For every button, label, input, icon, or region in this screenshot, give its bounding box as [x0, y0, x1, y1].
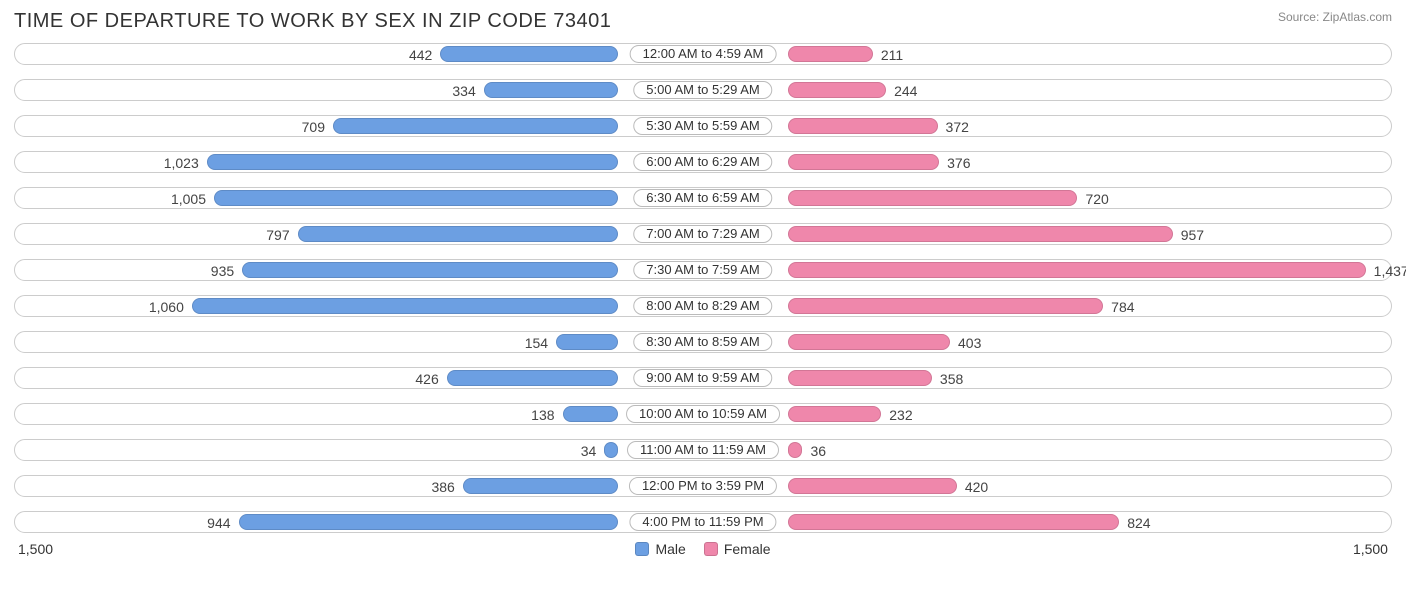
- value-male: 1,060: [149, 296, 184, 318]
- value-male: 154: [525, 332, 548, 354]
- value-male: 34: [581, 440, 597, 462]
- time-range-label: 8:00 AM to 8:29 AM: [633, 297, 772, 315]
- value-male: 334: [452, 80, 475, 102]
- bar-female: [788, 118, 938, 134]
- value-male: 1,023: [164, 152, 199, 174]
- value-male: 709: [302, 116, 325, 138]
- time-range-label: 11:00 AM to 11:59 AM: [627, 441, 779, 459]
- legend-item-female: Female: [704, 541, 771, 557]
- time-range-label: 12:00 PM to 3:59 PM: [629, 477, 777, 495]
- bar-female: [788, 190, 1077, 206]
- value-female: 784: [1111, 296, 1134, 318]
- time-range-label: 12:00 AM to 4:59 AM: [630, 45, 777, 63]
- chart-row: 9351,4377:30 AM to 7:59 AM: [14, 259, 1392, 281]
- legend-item-male: Male: [635, 541, 685, 557]
- value-male: 1,005: [171, 188, 206, 210]
- bar-male: [207, 154, 618, 170]
- bar-male: [192, 298, 618, 314]
- legend: Male Female: [635, 541, 770, 557]
- bar-female: [788, 46, 873, 62]
- bar-male: [298, 226, 618, 242]
- value-female: 244: [894, 80, 917, 102]
- bar-male: [214, 190, 618, 206]
- chart-row: 709 372 5:30 AM to 5:59 AM: [14, 115, 1392, 137]
- chart-row: 1,023 376 6:00 AM to 6:29 AM: [14, 151, 1392, 173]
- bar-male: [447, 370, 618, 386]
- chart-row: 1,005 720 6:30 AM to 6:59 AM: [14, 187, 1392, 209]
- value-male: 138: [531, 404, 554, 426]
- value-female: 824: [1127, 512, 1150, 534]
- bar-male: [484, 82, 618, 98]
- chart-row: 1,060 784 8:00 AM to 8:29 AM: [14, 295, 1392, 317]
- time-range-label: 9:00 AM to 9:59 AM: [633, 369, 772, 387]
- time-range-label: 7:00 AM to 7:29 AM: [633, 225, 772, 243]
- chart-row: 138 232 10:00 AM to 10:59 AM: [14, 403, 1392, 425]
- chart-title: TIME OF DEPARTURE TO WORK BY SEX IN ZIP …: [14, 10, 611, 33]
- value-male: 442: [409, 44, 432, 66]
- chart-source: Source: ZipAtlas.com: [1278, 10, 1392, 24]
- bar-female: [788, 478, 957, 494]
- value-male: 797: [266, 224, 289, 246]
- time-range-label: 5:30 AM to 5:59 AM: [633, 117, 772, 135]
- time-range-label: 10:00 AM to 10:59 AM: [626, 405, 780, 423]
- legend-label-male: Male: [655, 541, 685, 557]
- bar-female: [788, 514, 1119, 530]
- bar-female: [788, 262, 1366, 278]
- bar-female: [788, 82, 886, 98]
- time-range-label: 4:00 PM to 11:59 PM: [629, 513, 776, 531]
- value-female: 376: [947, 152, 970, 174]
- chart-row: 386 420 12:00 PM to 3:59 PM: [14, 475, 1392, 497]
- value-male: 935: [211, 260, 234, 282]
- bar-male: [604, 442, 618, 458]
- value-male: 386: [431, 476, 454, 498]
- value-female: 36: [810, 440, 826, 462]
- bar-male: [463, 478, 618, 494]
- time-range-label: 7:30 AM to 7:59 AM: [633, 261, 772, 279]
- time-range-label: 6:30 AM to 6:59 AM: [633, 189, 772, 207]
- legend-swatch-male: [635, 542, 649, 556]
- bar-female: [788, 442, 802, 458]
- bar-female: [788, 370, 932, 386]
- chart-row: 154 403 8:30 AM to 8:59 AM: [14, 331, 1392, 353]
- bar-male: [440, 46, 618, 62]
- chart-row: 334 244 5:00 AM to 5:29 AM: [14, 79, 1392, 101]
- chart-row: 442 211 12:00 AM to 4:59 AM: [14, 43, 1392, 65]
- population-pyramid-chart: 442 211 12:00 AM to 4:59 AM 334 244 5:00 AM t…: [14, 43, 1392, 533]
- value-male: 944: [207, 512, 230, 534]
- bar-male: [556, 334, 618, 350]
- value-female: 211: [881, 44, 903, 66]
- axis-max-right: 1,500: [1353, 541, 1388, 557]
- time-range-label: 6:00 AM to 6:29 AM: [633, 153, 772, 171]
- value-female: 403: [958, 332, 981, 354]
- bar-female: [788, 334, 950, 350]
- chart-row: 944 824 4:00 PM to 11:59 PM: [14, 511, 1392, 533]
- axis-max-left: 1,500: [18, 541, 53, 557]
- legend-swatch-female: [704, 542, 718, 556]
- time-range-label: 5:00 AM to 5:29 AM: [633, 81, 772, 99]
- bar-female: [788, 154, 939, 170]
- value-male: 426: [415, 368, 438, 390]
- time-range-label: 8:30 AM to 8:59 AM: [633, 333, 772, 351]
- bar-male: [242, 262, 618, 278]
- chart-row: 797 957 7:00 AM to 7:29 AM: [14, 223, 1392, 245]
- legend-label-female: Female: [724, 541, 771, 557]
- bar-male: [239, 514, 618, 530]
- bar-female: [788, 226, 1173, 242]
- bar-male: [333, 118, 618, 134]
- value-female: 957: [1181, 224, 1204, 246]
- bar-female: [788, 406, 881, 422]
- value-female: 720: [1085, 188, 1108, 210]
- value-female: 232: [889, 404, 912, 426]
- chart-row: 426 358 9:00 AM to 9:59 AM: [14, 367, 1392, 389]
- bar-male: [563, 406, 618, 422]
- value-female: 420: [965, 476, 988, 498]
- value-female: 1,437: [1374, 260, 1406, 282]
- value-female: 372: [946, 116, 969, 138]
- chart-row: 34 36 11:00 AM to 11:59 AM: [14, 439, 1392, 461]
- bar-female: [788, 298, 1103, 314]
- value-female: 358: [940, 368, 963, 390]
